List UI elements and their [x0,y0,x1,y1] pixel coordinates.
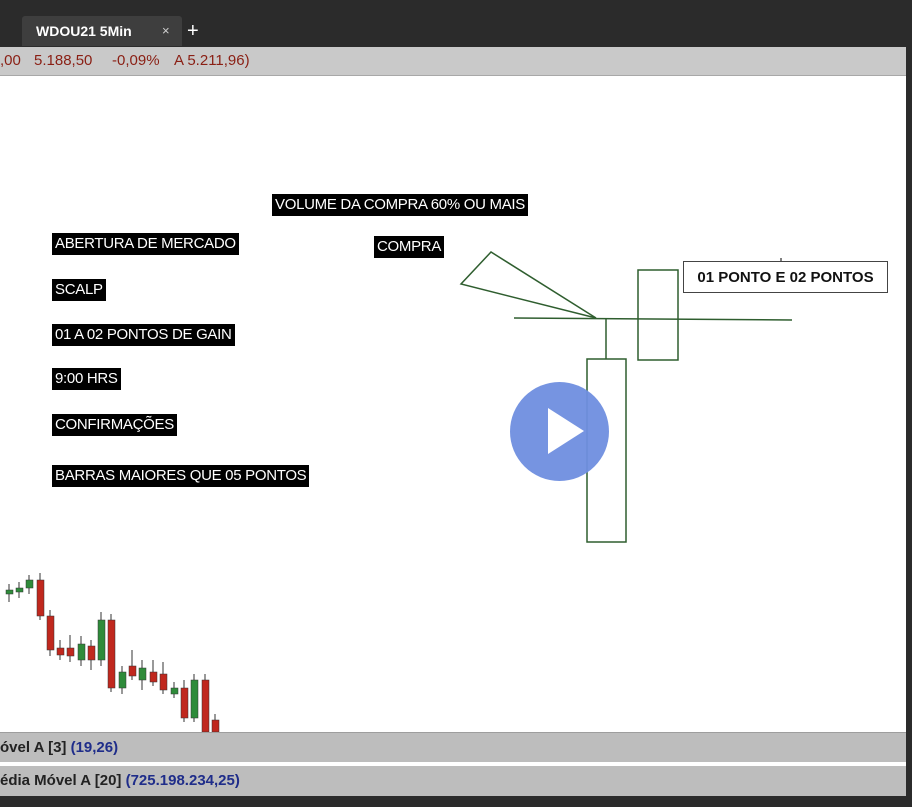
close-icon[interactable]: × [162,23,170,38]
candle-body [149,671,158,683]
indicator-2-value: (725.198.234,25) [125,772,240,789]
label-barras: BARRAS MAIORES QUE 05 PONTOS [52,465,310,487]
indicator-panel-2[interactable]: édia Móvel A [20] (725.198.234,25) [0,766,912,796]
candle-body [56,647,65,656]
tab-title: WDOU21 5Min [36,23,132,39]
triangle-drawing [459,251,597,319]
candle-body [46,615,55,651]
label-volume: VOLUME DA COMPRA 60% OU MAIS [272,194,528,216]
candle-body [118,671,127,689]
tab-wdou21[interactable]: WDOU21 5Min × [22,16,182,46]
tab-bar: WDOU21 5Min × + [0,0,912,47]
candle-body [190,679,199,719]
candle-body [159,673,168,691]
price-chart[interactable] [0,76,912,732]
bottom-bar [0,796,912,807]
candle-body [25,579,34,589]
label-gain: 01 A 02 PONTOS DE GAIN [52,324,235,346]
candle-body [15,587,24,593]
candle-body [87,645,96,661]
candle-body [128,665,137,677]
panel-divider [0,762,912,766]
horizontal-line-drawing [513,317,793,321]
candle-body [211,719,220,733]
play-button[interactable] [510,382,609,481]
quote-bar: ,00 5.188,50 -0,09% A 5.211,96) [0,47,912,76]
label-abertura: ABERTURA DE MERCADO [52,233,239,255]
candle-body [36,579,45,617]
small-candle-drawing [637,269,679,361]
label-scalp: SCALP [52,279,106,301]
add-tab-icon[interactable]: + [187,20,199,42]
label-confirmacoes: CONFIRMAÇÕES [52,414,177,436]
label-compra: COMPRA [374,236,445,258]
indicator-panel-1[interactable]: óvel A [3] (19,26) [0,732,912,763]
candlestick-series [5,573,220,733]
quote-value-1: ,00 [0,52,21,69]
label-pontos-box[interactable]: 01 PONTO E 02 PONTOS [683,261,888,293]
quote-avg: A 5.211,96) [174,52,250,69]
indicator-2-name: édia Móvel A [20] [0,772,122,789]
candle-body [201,679,210,733]
candle-body [77,643,86,661]
candle-body [180,687,189,719]
candle-body [5,589,14,595]
candle-body [66,647,75,657]
indicator-1-name: óvel A [3] [0,739,67,756]
candle-body [107,619,116,689]
window-edge [906,47,912,807]
candle-body [138,667,147,681]
quote-last: 5.188,50 [34,52,93,69]
candle-body [97,619,106,661]
indicator-1-value: (19,26) [70,739,119,756]
play-icon [548,408,584,454]
candle-body [170,687,179,695]
label-hora: 9:00 HRS [52,368,121,390]
quote-change: -0,09% [112,52,160,69]
